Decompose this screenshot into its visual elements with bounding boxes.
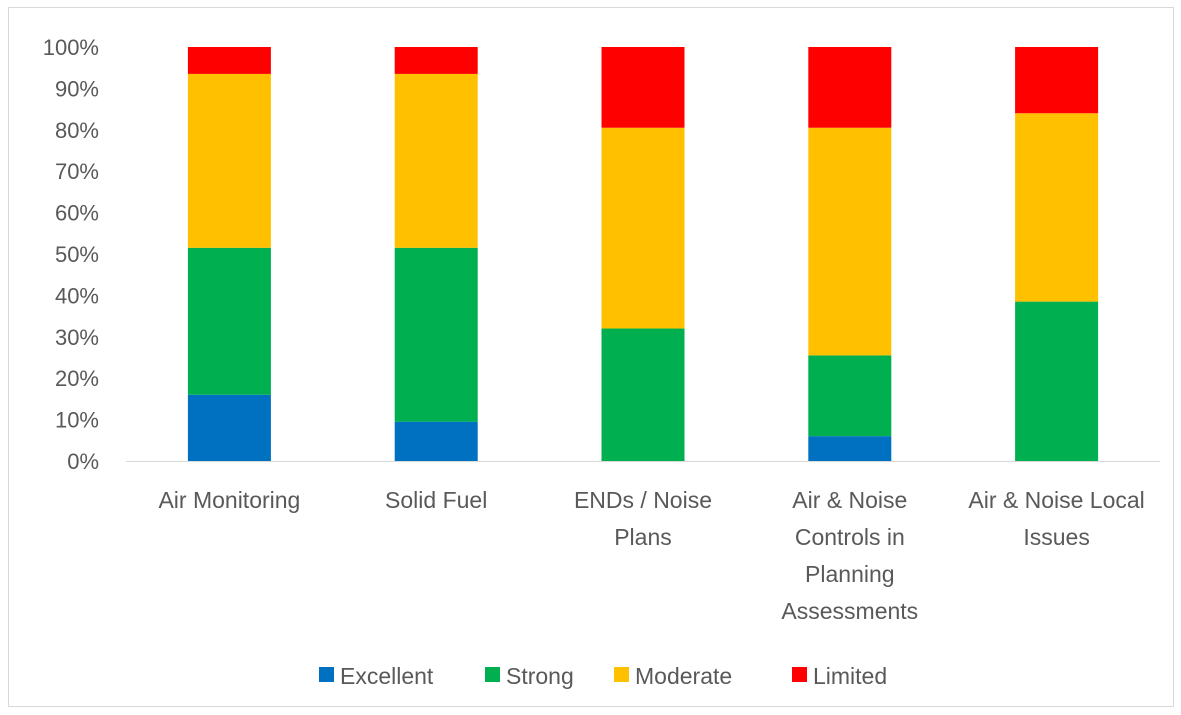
bar-segment-moderate bbox=[1015, 113, 1099, 302]
bar-segment-strong bbox=[1015, 301, 1099, 461]
bar-segment-excellent bbox=[394, 421, 478, 461]
bar-segment-excellent bbox=[808, 436, 892, 461]
x-tick-label: ENDs / Noise Plans bbox=[574, 487, 712, 550]
bar-segment-strong bbox=[187, 247, 271, 395]
bar-segment-limited bbox=[1015, 47, 1099, 114]
legend: Excellent Strong Moderate Limited bbox=[319, 663, 887, 689]
bar-segment-limited bbox=[187, 47, 271, 74]
y-tick-label: 30% bbox=[55, 325, 99, 350]
y-tick-label: 50% bbox=[55, 242, 99, 267]
bar-segment-strong bbox=[808, 355, 892, 437]
y-tick-label: 20% bbox=[55, 366, 99, 391]
x-tick-label: Air Monitoring bbox=[158, 487, 300, 513]
y-tick-label: 80% bbox=[55, 118, 99, 143]
y-tick-label: 90% bbox=[55, 76, 99, 101]
bar-segment-moderate bbox=[187, 73, 271, 248]
legend-label-moderate: Moderate bbox=[635, 663, 732, 689]
y-tick-label: 70% bbox=[55, 159, 99, 184]
plot-area bbox=[187, 47, 1099, 461]
x-tick-label: Air & Noise Local Issues bbox=[968, 487, 1144, 550]
bar-segment-strong bbox=[601, 328, 685, 461]
bar-segment-moderate bbox=[808, 127, 892, 356]
x-tick-label: Solid Fuel bbox=[385, 487, 487, 513]
y-axis: 0% 10% 20% 30% 40% 50% 60% 70% 80% 90% 100% bbox=[43, 35, 99, 474]
bar-segment-moderate bbox=[394, 73, 478, 248]
legend-label-excellent: Excellent bbox=[340, 663, 434, 689]
bar-segment-strong bbox=[394, 247, 478, 422]
bar-segment-limited bbox=[394, 47, 478, 74]
y-tick-label: 100% bbox=[43, 35, 99, 60]
bar-segment-limited bbox=[601, 47, 685, 128]
bar-segment-limited bbox=[808, 47, 892, 128]
y-tick-label: 40% bbox=[55, 283, 99, 308]
y-tick-label: 60% bbox=[55, 201, 99, 226]
x-axis: Air Monitoring Solid Fuel ENDs / Noise Plan… bbox=[158, 487, 1144, 624]
bar-segment-moderate bbox=[601, 127, 685, 329]
y-tick-label: 0% bbox=[67, 449, 99, 474]
legend-swatch-limited bbox=[792, 667, 807, 682]
legend-label-limited: Limited bbox=[813, 663, 887, 689]
y-tick-label: 10% bbox=[55, 408, 99, 433]
x-tick-label: Air & Noise Controls in Planning Assessment… bbox=[781, 487, 918, 624]
legend-swatch-excellent bbox=[319, 667, 334, 682]
bar-segment-excellent bbox=[187, 394, 271, 461]
legend-swatch-strong bbox=[485, 667, 500, 682]
legend-swatch-moderate bbox=[614, 667, 629, 682]
legend-label-strong: Strong bbox=[506, 663, 574, 689]
